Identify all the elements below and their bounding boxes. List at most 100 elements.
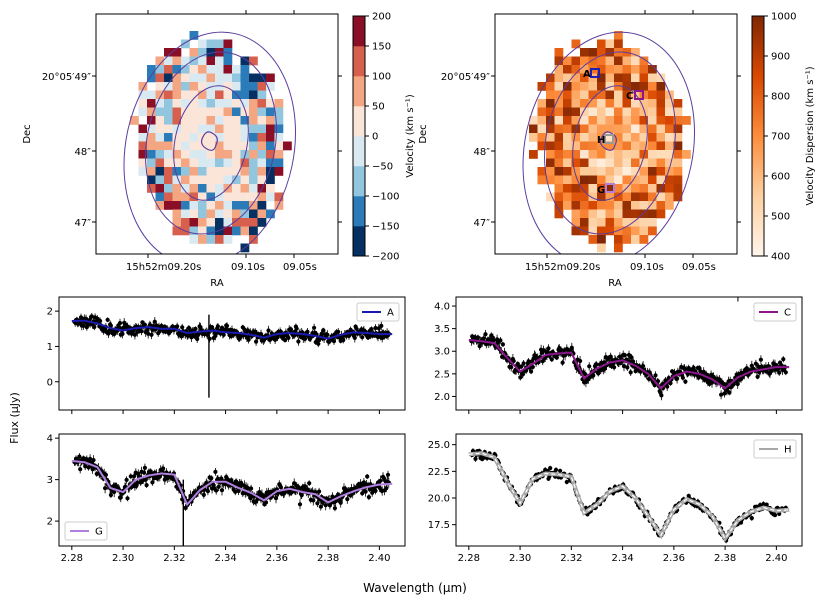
map-pixel (147, 73, 156, 83)
map-pixel (249, 116, 258, 125)
map-pixel (554, 133, 564, 142)
map-pixel (673, 175, 683, 185)
map-pixel (631, 141, 640, 151)
map-pixel (597, 235, 606, 244)
map-pixel (665, 150, 674, 159)
map-pixel (580, 218, 589, 227)
map-pixel (656, 99, 666, 108)
data-point (103, 472, 108, 477)
map-pixel (198, 235, 207, 244)
map-pixel (232, 124, 241, 134)
map-pixel (529, 124, 538, 134)
map-pixel (206, 201, 216, 210)
map-pixel (206, 56, 216, 66)
map-pixel (164, 116, 173, 125)
map-pixel (189, 184, 199, 193)
map-pixel (537, 107, 547, 117)
data-point (764, 502, 769, 507)
map-pixel (580, 56, 589, 66)
map-pixel (181, 82, 190, 91)
map-pixel (571, 73, 581, 83)
map-pixel (181, 150, 190, 159)
map-pixel (580, 209, 589, 219)
map-pixel (206, 65, 216, 74)
map-pixel (206, 158, 216, 168)
data-point (500, 342, 505, 347)
map-pixel (665, 192, 674, 202)
map-pixel (639, 209, 649, 219)
spectrum-g-panel: 2.28 2.30 2.32 2.34 2.36 2.38 2.40 2 3 4 G (47, 433, 406, 564)
map-pixel (546, 73, 555, 83)
map-pixel (181, 90, 190, 100)
map-pixel (639, 167, 649, 176)
map-pixel (563, 158, 572, 168)
map-pixel (198, 184, 207, 193)
map-pixel (172, 90, 182, 100)
data-point (373, 325, 378, 331)
map-pixel (198, 124, 207, 134)
data-point (553, 467, 559, 472)
map-pixel (571, 90, 581, 100)
map-pixel (223, 235, 233, 244)
map-pixel (240, 175, 250, 185)
map-pixel (588, 192, 598, 202)
data-point (92, 324, 97, 330)
map-pixel (198, 82, 207, 91)
map-pixel (189, 141, 199, 151)
legend-label: G (95, 527, 103, 538)
map-pixel (622, 235, 632, 244)
data-point (373, 488, 378, 493)
y-tick-label: 20.0 (428, 494, 450, 505)
map-pixel (206, 133, 216, 142)
map-pixel (537, 141, 547, 151)
map-pixel (588, 226, 598, 236)
map-pixel (571, 184, 581, 193)
map-pixel (665, 116, 674, 125)
data-point (529, 369, 534, 374)
dispersion-ytick-1: 20°05′49″ (441, 72, 490, 83)
map-pixel (546, 150, 555, 159)
data-point (321, 328, 326, 333)
map-pixel (240, 218, 250, 227)
map-pixel (198, 107, 207, 117)
data-point (209, 476, 214, 481)
map-pixel (164, 133, 173, 142)
aperture-a-label: A (583, 69, 591, 80)
map-pixel (639, 107, 649, 117)
map-pixel (155, 82, 165, 91)
map-pixel (172, 73, 182, 83)
data-point (146, 331, 151, 336)
x-tick-label: 2.34 (611, 553, 633, 564)
spectrum-a-panel: 0 1 2 A (47, 296, 406, 414)
data-point (275, 335, 280, 340)
flux-contour-core (200, 131, 218, 151)
map-pixel (189, 167, 199, 176)
map-pixel (138, 90, 148, 100)
velocity-ylabel: Dec (22, 124, 33, 143)
map-pixel (554, 175, 564, 185)
map-pixel (605, 141, 615, 151)
data-point (143, 477, 148, 482)
map-pixel (588, 209, 598, 219)
colorbar-tick-label: 200 (372, 12, 391, 23)
data-point (675, 376, 680, 381)
flux-contour (572, 85, 648, 201)
map-pixel (656, 150, 666, 159)
map-pixel (147, 107, 156, 117)
map-pixel (648, 124, 657, 134)
map-pixel (240, 192, 250, 202)
data-point (195, 336, 200, 342)
map-pixel (622, 226, 632, 236)
map-pixel (155, 201, 165, 210)
map-pixel (605, 192, 615, 202)
map-pixel (622, 133, 632, 142)
map-pixel (614, 184, 623, 193)
model-line-dash (468, 452, 790, 540)
map-pixel (537, 167, 547, 176)
data-point (341, 338, 346, 343)
map-pixel (631, 184, 640, 193)
map-pixel (155, 133, 165, 142)
map-pixel (215, 107, 224, 117)
map-pixel (206, 39, 216, 49)
map-pixel (215, 39, 224, 49)
